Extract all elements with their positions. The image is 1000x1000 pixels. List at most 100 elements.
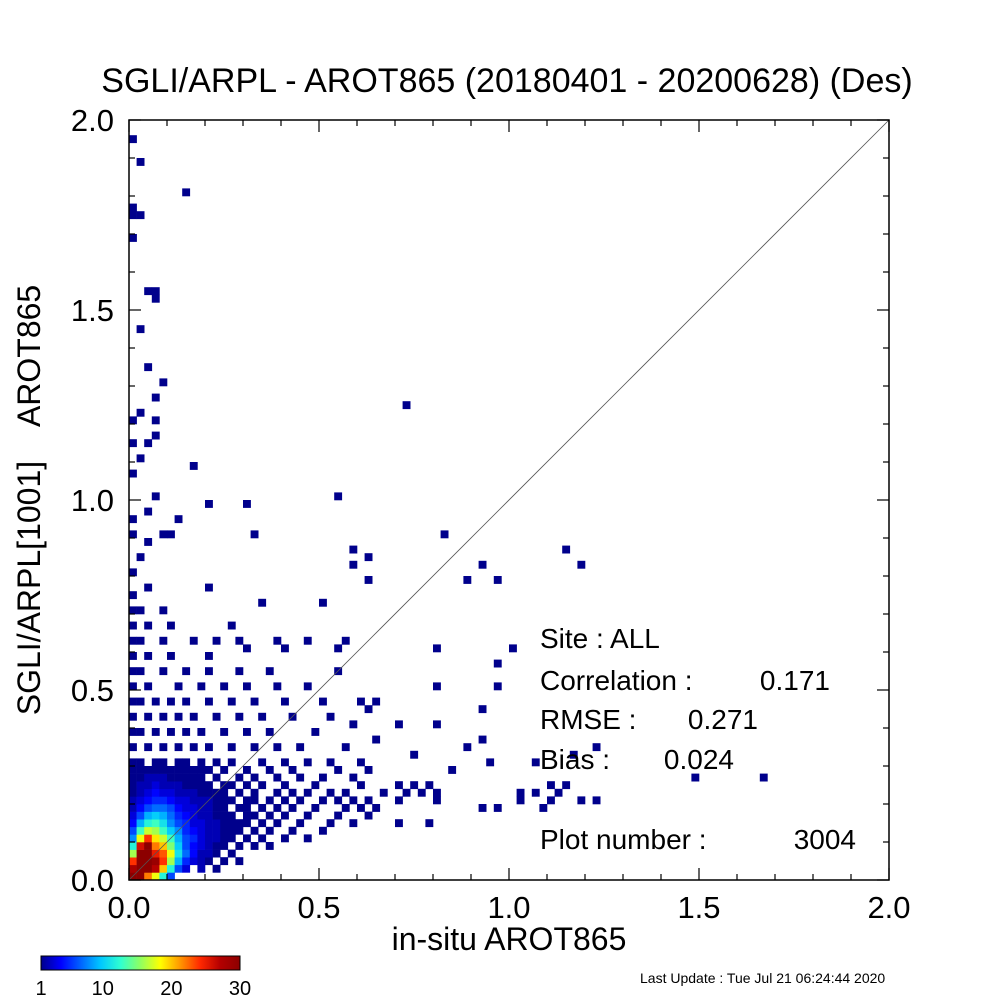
density-cell (205, 857, 213, 866)
density-cell (303, 834, 312, 843)
density-cell (159, 378, 168, 387)
density-cell (129, 234, 137, 242)
x-tick-label: 0.5 (297, 890, 340, 925)
density-cell (136, 158, 145, 166)
density-cell (364, 766, 373, 774)
density-cell (334, 492, 343, 501)
density-cell (136, 728, 145, 736)
density-cell (395, 781, 403, 790)
density-cell (212, 864, 221, 873)
density-cell (129, 568, 137, 577)
density-cell (258, 598, 267, 607)
density-cell (151, 788, 160, 797)
density-cell (129, 697, 137, 706)
density-cell (205, 583, 213, 592)
density-cell (265, 811, 274, 820)
density-cell (144, 538, 153, 546)
density-cell (227, 849, 236, 858)
density-cell (493, 682, 502, 691)
density-cell (174, 788, 183, 797)
density-cell (129, 728, 137, 736)
density-cell (136, 758, 145, 767)
density-cell (212, 834, 221, 843)
density-cell (151, 766, 160, 774)
density-cell (281, 834, 289, 843)
density-cell (265, 842, 274, 850)
density-cell (159, 712, 168, 721)
density-cell (129, 743, 137, 752)
density-cell (265, 728, 274, 736)
density-cell (182, 773, 191, 782)
colorbar (40, 955, 241, 971)
y-tick-label: 1.5 (71, 293, 114, 328)
density-cell (395, 796, 403, 805)
density-cell (136, 408, 145, 417)
density-cell (182, 766, 191, 774)
y-tick-label: 0.0 (71, 863, 114, 898)
density-cell (212, 849, 221, 858)
density-cell (281, 758, 289, 767)
density-cell (478, 804, 487, 812)
density-cell (205, 766, 213, 774)
density-cell (197, 826, 206, 835)
density-cell (433, 720, 441, 729)
density-cell (296, 743, 305, 752)
density-cell (182, 781, 191, 790)
density-cell (129, 530, 137, 539)
density-cell (136, 766, 145, 774)
density-cell (364, 553, 373, 562)
density-cell (311, 728, 320, 736)
density-cell (235, 788, 244, 797)
density-cell (296, 819, 305, 828)
density-cell (144, 864, 153, 873)
density-cell (364, 705, 373, 714)
stat-label: Site : ALL (540, 623, 660, 654)
density-cell (144, 826, 153, 835)
density-cell (402, 788, 411, 797)
density-cell (410, 781, 419, 790)
density-cell (144, 811, 153, 820)
density-cell (167, 849, 175, 858)
density-cell (562, 545, 571, 554)
density-cell (311, 804, 320, 812)
density-cell (197, 857, 206, 866)
density-cell (341, 788, 350, 797)
density-cell (433, 788, 441, 797)
density-cell (349, 773, 358, 782)
density-cell (326, 788, 335, 797)
density-cell (129, 826, 137, 835)
density-cell (281, 697, 289, 706)
density-cell (151, 393, 160, 402)
density-cell (129, 606, 137, 615)
density-cell (220, 804, 229, 812)
density-cell (448, 766, 457, 774)
density-cell (569, 750, 578, 759)
density-cell (189, 849, 198, 858)
density-cell (159, 636, 168, 645)
density-cell (220, 819, 229, 828)
density-cell (273, 743, 282, 752)
density-cell (167, 781, 175, 790)
density-cell (129, 203, 137, 212)
density-cell (129, 758, 137, 767)
density-cell (189, 788, 198, 797)
density-cell (129, 135, 137, 144)
density-cell (235, 857, 244, 866)
density-cell (144, 834, 153, 843)
density-cell (151, 758, 160, 767)
density-cell (235, 773, 244, 782)
density-cell (197, 864, 206, 873)
density-cell (243, 796, 251, 805)
density-cell (205, 500, 213, 508)
density-cell (235, 826, 244, 835)
density-cell (478, 560, 487, 569)
density-cell (159, 864, 168, 873)
density-cell (129, 811, 137, 820)
density-cell (463, 576, 472, 584)
density-cell (235, 712, 244, 721)
density-cell (136, 826, 145, 835)
density-cell (592, 796, 601, 805)
density-cell (136, 636, 145, 645)
density-cell (220, 728, 229, 736)
density-cell (220, 826, 229, 835)
